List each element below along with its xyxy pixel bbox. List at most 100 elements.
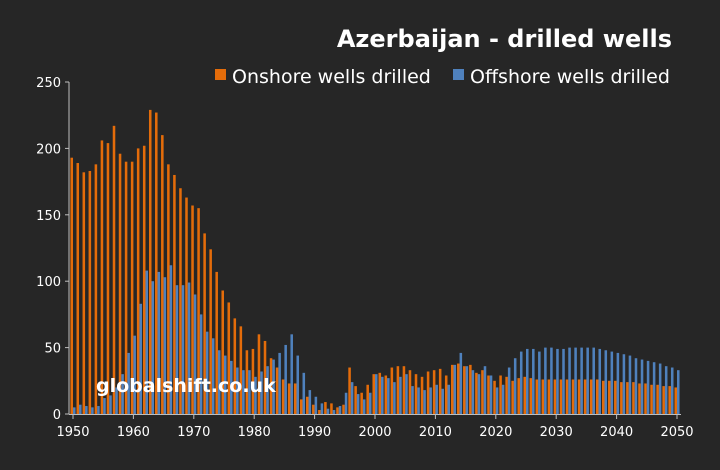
offshore-bar-2040 (616, 352, 620, 414)
onshore-bar-1961 (136, 148, 140, 414)
onshore-bar-1969 (185, 197, 188, 414)
onshore-bar-2050 (674, 387, 677, 414)
offshore-bar-1976 (230, 360, 233, 414)
offshore-bar-1999 (368, 392, 372, 414)
offshore-bar-2018 (483, 366, 487, 414)
offshore-bar-1969 (187, 282, 191, 414)
offshore-bar-2022 (507, 367, 511, 414)
onshore-bar-2042 (626, 382, 629, 414)
onshore-bar-2008 (420, 376, 424, 414)
onshore-bar-2016 (469, 364, 472, 414)
offshore-bar-1978 (242, 370, 245, 414)
offshore-bar-2046 (652, 362, 656, 414)
offshore-bar-2045 (646, 360, 650, 414)
onshore-bar-1993 (330, 403, 333, 414)
legend-swatch-onshore (215, 69, 226, 80)
offshore-bar-2010 (435, 384, 438, 414)
offshore-bar-2039 (610, 351, 614, 414)
offshore-bar-2023 (513, 358, 517, 414)
offshore-bar-2028 (544, 347, 547, 414)
offshore-bar-1974 (217, 350, 221, 414)
offshore-bar-2031 (562, 348, 565, 414)
offshore-bar-2048 (664, 366, 668, 414)
x-tick-label: 1980 (238, 425, 271, 440)
onshore-bar-2025 (523, 376, 526, 414)
offshore-bar-2000 (375, 374, 378, 414)
onshore-bar-1955 (100, 140, 104, 414)
offshore-bar-2016 (471, 370, 475, 414)
offshore-bar-2004 (399, 376, 402, 414)
x-tick-label: 1970 (177, 425, 210, 440)
offshore-bar-2009 (429, 387, 432, 414)
onshore-bar-2047 (656, 384, 659, 414)
x-tick-label: 1950 (56, 425, 89, 440)
onshore-bar-2002 (384, 375, 388, 414)
onshore-bar-2038 (601, 380, 605, 414)
offshore-bar-1952 (85, 406, 88, 414)
offshore-bar-1996 (350, 382, 354, 414)
offshore-bar-1971 (199, 314, 203, 414)
onshore-bar-1967 (173, 174, 176, 414)
onshore-bar-2036 (589, 379, 593, 414)
offshore-bar-2013 (453, 364, 457, 414)
onshore-bar-1958 (118, 153, 122, 414)
offshore-bar-1995 (344, 392, 348, 414)
offshore-bar-1981 (260, 371, 263, 414)
offshore-bar-2035 (586, 347, 589, 414)
offshore-bar-2008 (423, 390, 426, 414)
onshore-bar-1966 (167, 164, 170, 414)
onshore-bar-1972 (203, 233, 206, 414)
offshore-bar-2021 (501, 384, 505, 414)
offshore-bar-1965 (163, 277, 167, 414)
x-tick-label: 2030 (540, 425, 573, 440)
onshore-bar-2000 (372, 374, 375, 414)
offshore-bar-1986 (290, 334, 293, 414)
onshore-bar-2001 (378, 372, 382, 414)
onshore-bar-1976 (227, 302, 231, 414)
legend-label-onshore: Onshore wells drilled (232, 66, 431, 88)
offshore-bar-1950 (73, 407, 76, 414)
offshore-bar-1980 (254, 376, 257, 414)
offshore-bar-1983 (272, 359, 275, 414)
onshore-bar-2026 (529, 378, 533, 414)
onshore-bar-1985 (281, 379, 285, 414)
offshore-bar-2042 (628, 355, 632, 414)
onshore-bar-1964 (155, 112, 158, 414)
onshore-bar-1970 (191, 205, 194, 414)
offshore-bar-2005 (405, 374, 408, 414)
offshore-bar-1957 (115, 387, 118, 414)
y-tick-label: 0 (53, 408, 61, 423)
onshore-bar-2045 (644, 383, 647, 414)
onshore-bar-2017 (475, 372, 478, 414)
onshore-bar-1968 (179, 188, 182, 414)
onshore-bar-2033 (571, 379, 575, 414)
offshore-bar-2026 (532, 348, 535, 414)
offshore-bar-2049 (670, 367, 674, 414)
onshore-bar-2037 (595, 379, 599, 414)
offshore-bar-1989 (308, 390, 312, 414)
onshore-bar-2007 (414, 374, 418, 414)
legend: Onshore wells drilled Offshore wells dri… (215, 66, 670, 88)
offshore-bar-2044 (640, 359, 644, 414)
offshore-bar-2029 (550, 347, 553, 414)
onshore-bar-1974 (215, 271, 218, 414)
onshore-bar-1988 (299, 399, 303, 414)
offshore-bar-1994 (338, 406, 342, 414)
offshore-bar-2043 (634, 358, 638, 414)
offshore-bar-2011 (441, 388, 444, 414)
offshore-bar-2036 (592, 347, 595, 414)
offshore-bar-1951 (79, 404, 82, 414)
offshore-bar-1962 (145, 270, 149, 414)
onshore-bar-1963 (148, 109, 152, 414)
offshore-bar-2032 (568, 347, 571, 414)
x-tick-label: 1960 (117, 425, 150, 440)
onshore-bar-2015 (463, 366, 466, 414)
offshore-bar-2030 (556, 348, 559, 414)
x-tick-label: 2020 (479, 425, 512, 440)
offshore-bar-2037 (598, 348, 602, 414)
onshore-bar-1986 (287, 383, 291, 414)
offshore-bar-2041 (622, 354, 626, 414)
legend-swatch-offshore (453, 69, 464, 80)
onshore-bar-2049 (668, 386, 671, 414)
x-tick-label: 2000 (358, 425, 391, 440)
